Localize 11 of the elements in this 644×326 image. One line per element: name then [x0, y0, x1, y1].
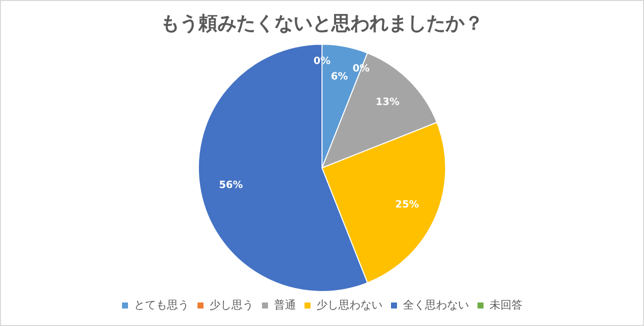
legend-label: 少し思わない: [316, 298, 382, 312]
legend-label: 未回答: [490, 298, 522, 312]
legend-label: 普通: [274, 298, 296, 312]
legend-label: 全く思わない: [403, 298, 469, 312]
legend-label: 少し思う: [210, 298, 254, 312]
data-label: 25%: [395, 199, 420, 210]
data-label: 6%: [330, 71, 348, 82]
chart-title: もう頼みたくないと思われましたか？: [160, 12, 484, 34]
data-label: 56%: [218, 180, 243, 191]
data-label: 13%: [376, 96, 400, 108]
legend-label: とても思う: [134, 298, 189, 312]
